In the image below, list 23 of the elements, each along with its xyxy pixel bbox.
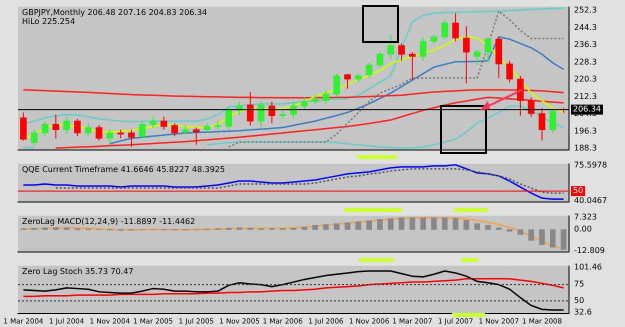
y-tick-label: 228.3 [574,57,597,66]
y-tick-label: 75 [574,280,584,289]
y-tick-label: 244.3 [574,22,597,32]
y-tick-label: 236.3 [574,40,597,50]
y-tick-label: 252.3 [574,6,597,15]
y-tick-label: 0.00 [574,224,592,234]
y-tick-label: 32.6 [574,307,592,316]
y-tick-label: -12.809 [574,246,605,256]
ref-line-label: 206.34 [573,104,601,114]
y-tick-label: 40.0467 [574,196,608,206]
annotation: HiLo 225.254 [22,16,76,26]
y-tick-label: 196.3 [574,126,597,136]
y-tick-label: 7.323 [574,212,597,222]
chart-title: ZeroLag MACD(12,24,9) -11.8897 -11.4462 [22,216,196,226]
chart-title: Zero Lag Stoch 35.73 70.47 [22,266,134,276]
chart-title: QQE Current Timeframe 41.6646 45.8227 48.3925 [22,164,225,174]
y-tick-label: 212.3 [574,92,597,101]
chart-title: GBPJPY,Monthly 206.48 207.16 204.83 206.34 [22,8,208,17]
y-tick-label: 50 [574,296,584,305]
y-tick-label: 220.3 [574,74,597,84]
y-tick-label: 75.5978 [574,160,608,170]
y-tick-label: 101.46 [574,262,602,272]
y-tick-label: 188.3 [574,144,597,153]
